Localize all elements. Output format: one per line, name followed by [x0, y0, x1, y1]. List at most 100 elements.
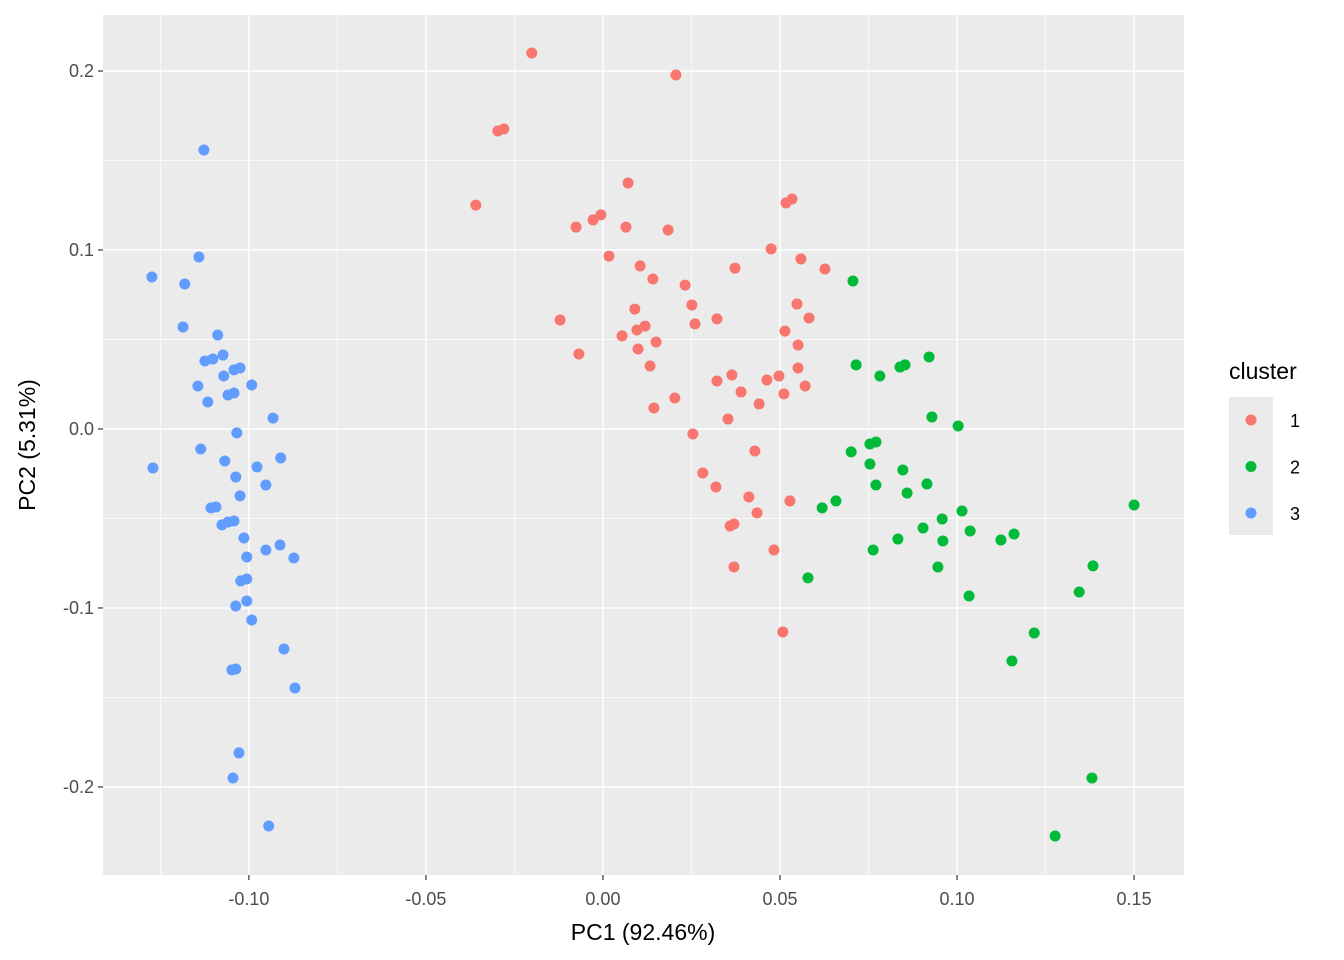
- data-point-cluster-1: [697, 467, 709, 479]
- data-point-cluster-2: [864, 458, 876, 470]
- data-point-cluster-2: [897, 464, 909, 476]
- data-point-cluster-3: [233, 747, 245, 759]
- data-point-cluster-2: [1008, 528, 1020, 540]
- data-point-cluster-2: [870, 479, 882, 491]
- data-point-cluster-3: [246, 614, 258, 626]
- data-point-cluster-3: [222, 389, 234, 401]
- data-point-cluster-3: [218, 370, 230, 382]
- data-point-cluster-2: [894, 361, 906, 373]
- data-point-cluster-1: [647, 273, 659, 285]
- x-tick-label: -0.10: [228, 889, 269, 909]
- data-point-cluster-2: [936, 513, 948, 525]
- legend-label-cluster-3: 3: [1290, 504, 1300, 524]
- y-tick-label: -0.2: [63, 777, 94, 797]
- data-point-cluster-3: [275, 452, 287, 464]
- data-point-cluster-1: [711, 375, 723, 387]
- data-point-cluster-1: [792, 339, 804, 351]
- data-point-cluster-1: [595, 209, 607, 221]
- data-point-cluster-1: [686, 299, 698, 311]
- data-point-cluster-2: [847, 275, 859, 287]
- y-tick-label: 0.0: [69, 419, 94, 439]
- data-point-cluster-2: [802, 572, 814, 584]
- data-point-cluster-1: [728, 561, 740, 573]
- data-point-cluster-1: [761, 374, 773, 386]
- data-point-cluster-1: [616, 330, 628, 342]
- data-point-cluster-3: [179, 278, 191, 290]
- x-axis-title: PC1 (92.46%): [571, 919, 715, 945]
- plot-panel: [103, 15, 1184, 875]
- data-point-cluster-1: [631, 324, 643, 336]
- data-point-cluster-3: [217, 349, 229, 361]
- legend-key-cluster-2: [1245, 461, 1257, 472]
- data-point-cluster-3: [219, 455, 231, 467]
- data-point-cluster-3: [227, 772, 239, 784]
- data-point-cluster-3: [177, 321, 189, 333]
- data-point-cluster-1: [603, 250, 615, 262]
- data-point-cluster-1: [778, 388, 790, 400]
- data-point-cluster-3: [241, 551, 253, 563]
- data-point-cluster-2: [1028, 627, 1040, 639]
- x-tick-label: 0.05: [762, 889, 797, 909]
- data-point-cluster-3: [147, 462, 159, 474]
- data-point-cluster-3: [251, 461, 263, 473]
- data-point-cluster-3: [234, 490, 246, 502]
- data-point-cluster-1: [470, 199, 482, 211]
- x-tick-label: 0.15: [1117, 889, 1152, 909]
- data-point-cluster-2: [921, 478, 933, 490]
- data-point-cluster-1: [570, 221, 582, 233]
- data-point-cluster-1: [639, 320, 651, 332]
- data-point-cluster-2: [892, 533, 904, 545]
- data-point-cluster-1: [726, 369, 738, 381]
- data-point-cluster-1: [650, 336, 662, 348]
- data-point-cluster-1: [526, 47, 538, 59]
- data-point-cluster-1: [735, 386, 747, 398]
- data-point-cluster-2: [956, 505, 968, 517]
- data-point-cluster-2: [867, 544, 879, 556]
- data-point-cluster-1: [710, 481, 722, 493]
- data-point-cluster-3: [267, 412, 279, 424]
- data-point-cluster-3: [289, 682, 301, 694]
- x-tick-label: 0.10: [940, 889, 975, 909]
- data-point-cluster-3: [230, 600, 242, 612]
- data-point-cluster-3: [226, 664, 238, 676]
- data-point-cluster-1: [743, 491, 755, 503]
- data-point-cluster-1: [648, 402, 660, 414]
- data-point-cluster-1: [622, 177, 634, 189]
- data-point-cluster-2: [923, 351, 935, 363]
- data-point-cluster-2: [937, 535, 949, 547]
- data-point-cluster-3: [238, 532, 250, 544]
- legend-title: cluster: [1229, 358, 1297, 384]
- data-point-cluster-2: [1006, 655, 1018, 667]
- data-point-cluster-1: [749, 445, 761, 457]
- axes: -0.10 -0.05 0.00 0.05 0.10 0.15 -0.2 -0.1 0.0 0.1…: [63, 61, 1152, 909]
- y-axis-title: PC2 (5.31%): [14, 379, 40, 511]
- data-point-cluster-3: [192, 380, 204, 392]
- data-point-cluster-1: [777, 626, 789, 638]
- legend-key-cluster-1: [1245, 414, 1257, 426]
- data-point-cluster-2: [901, 487, 913, 499]
- data-point-cluster-3: [231, 427, 243, 439]
- x-tick-label: -0.05: [405, 889, 446, 909]
- legend-key-cluster-3: [1245, 507, 1257, 519]
- data-point-cluster-1: [819, 263, 831, 275]
- data-point-cluster-1: [587, 214, 599, 226]
- data-point-cluster-2: [1049, 830, 1061, 842]
- data-point-cluster-2: [874, 370, 886, 382]
- legend-label-cluster-1: 1: [1290, 411, 1300, 431]
- data-point-cluster-2: [964, 525, 976, 537]
- legend: cluster 1 2 3: [1229, 358, 1300, 535]
- data-point-cluster-2: [926, 411, 938, 423]
- data-point-cluster-3: [195, 443, 207, 455]
- data-point-cluster-1: [765, 243, 777, 255]
- data-point-cluster-1: [554, 314, 566, 326]
- y-tick-label: 0.2: [69, 61, 94, 81]
- data-point-cluster-3: [146, 271, 158, 283]
- data-points: [146, 47, 1140, 842]
- y-tick-label: -0.1: [63, 598, 94, 618]
- data-point-cluster-1: [634, 260, 646, 272]
- data-point-cluster-2: [816, 502, 828, 514]
- data-point-cluster-3: [263, 820, 275, 832]
- data-point-cluster-3: [274, 539, 286, 551]
- gridlines: [103, 15, 1184, 875]
